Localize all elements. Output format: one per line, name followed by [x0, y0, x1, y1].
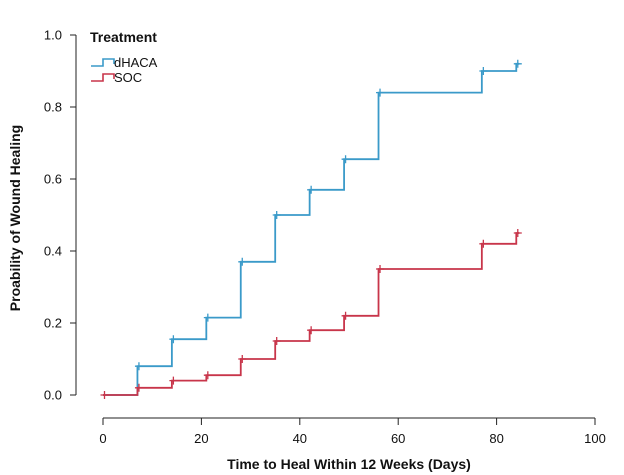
censor-mark-soc [307, 326, 316, 335]
legend-swatch-soc [91, 73, 115, 82]
censor-mark-soc [272, 337, 281, 345]
censor-mark-soc [513, 229, 522, 237]
censor-mark-dhaca [203, 313, 212, 322]
censor-mark-dhaca [376, 88, 385, 97]
censor-mark-dhaca [341, 155, 350, 164]
y-tick-label: 0.4 [44, 244, 62, 259]
censor-mark-soc [100, 391, 109, 399]
x-tick-label: 100 [584, 431, 606, 446]
series-layer [100, 59, 522, 399]
y-tick-label: 0.0 [44, 388, 62, 403]
censor-mark-dhaca [513, 59, 522, 68]
censor-mark-soc [203, 371, 212, 380]
censor-mark-dhaca [272, 211, 281, 219]
x-tick-label: 60 [391, 431, 405, 446]
censor-mark-dhaca [479, 67, 488, 75]
legend-title: Treatment [90, 29, 157, 45]
censor-mark-dhaca [238, 257, 247, 266]
censor-mark-soc [341, 311, 350, 320]
legend-label-dhaca: dHACA [114, 55, 158, 70]
censor-mark-dhaca [169, 335, 178, 344]
censor-mark-soc [169, 376, 178, 385]
y-tick-label: 0.2 [44, 316, 62, 331]
legend-label-soc: SOC [114, 70, 142, 85]
legend-swatch-dhaca [91, 58, 115, 67]
x-tick-label: 0 [99, 431, 106, 446]
censor-mark-dhaca [307, 185, 316, 194]
series-line-soc [103, 232, 520, 396]
axes: 0.0 0.2 0.4 0.6 0.8 1.0 0 20 40 60 80 100 Time to He… [7, 28, 606, 473]
y-tick-label: 1.0 [44, 28, 62, 43]
series-line-dhaca [103, 62, 520, 396]
x-tick-label: 40 [293, 431, 307, 446]
x-tick-label: 80 [489, 431, 503, 446]
censor-mark-dhaca [134, 362, 143, 371]
y-tick-label: 0.6 [44, 172, 62, 187]
series-dhaca [103, 59, 522, 396]
series-soc [100, 229, 522, 399]
y-axis-title: Proability of Wound Healing [7, 125, 23, 311]
censor-mark-soc [376, 265, 385, 273]
censor-mark-soc [479, 239, 488, 248]
x-axis-title: Time to Heal Within 12 Weeks (Days) [227, 456, 471, 472]
censor-mark-soc [134, 383, 143, 392]
x-tick-label: 20 [194, 431, 208, 446]
censor-mark-soc [238, 355, 247, 363]
y-tick-label: 0.8 [44, 100, 62, 115]
